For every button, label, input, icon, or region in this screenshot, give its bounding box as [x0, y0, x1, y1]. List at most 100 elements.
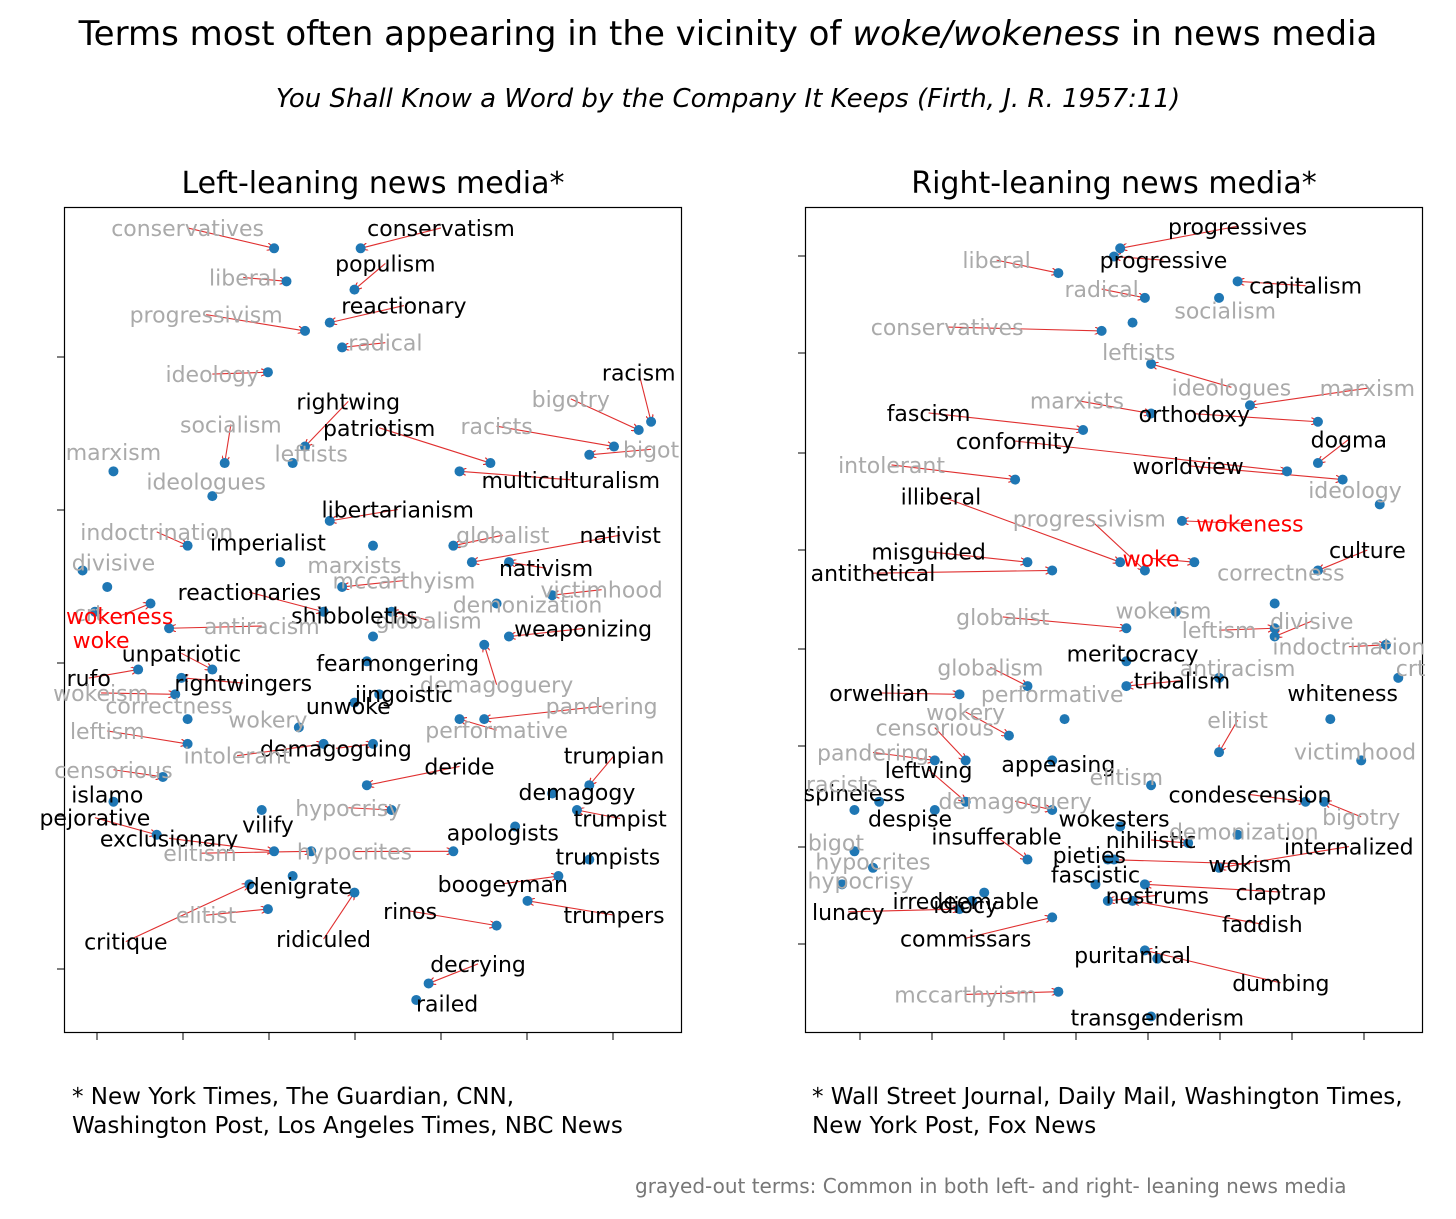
data-point-performative — [1059, 714, 1070, 725]
annotation-arrow-internalized — [1219, 846, 1349, 868]
data-point-antithetical — [1047, 565, 1058, 576]
data-point-hypocrisy — [386, 804, 397, 815]
term-label-wokeism: wokeism — [53, 682, 149, 707]
left-footnote-line: * New York Times, The Guardian, CNN, — [72, 1084, 515, 1110]
term-label-nostrums: nostrums — [1106, 884, 1209, 909]
annotation-arrow-pandering — [484, 705, 602, 719]
data-point-antiracism — [164, 623, 175, 634]
data-point-boogeyman — [553, 871, 564, 882]
data-point-decrying — [423, 978, 434, 989]
data-point-demagoguery — [479, 639, 490, 650]
annotation-arrow-radical — [1101, 288, 1145, 298]
data-point-leftism — [182, 738, 193, 749]
annotation-arrow-progressivism — [206, 314, 305, 331]
term-label-antiracism: antiracism — [204, 615, 320, 640]
data-point-mccarthyism — [1053, 986, 1064, 997]
annotation-arrow-demagoguing — [335, 744, 373, 749]
data-point-spineless — [874, 796, 885, 807]
term-label-antiracism: antiracism — [1180, 657, 1296, 682]
annotation-arrow-capitalism — [1238, 281, 1306, 287]
term-label-lunacy: lunacy — [812, 901, 885, 926]
term-label-puritanical: puritanical — [1074, 944, 1191, 969]
term-label-apologists: apologists — [447, 822, 559, 847]
data-point-correctness — [182, 714, 193, 725]
data-point-racists — [609, 441, 620, 452]
data-point-progressivism — [300, 325, 311, 336]
term-label-victimhood: victimhood — [541, 579, 663, 604]
annotation-arrow-progressives — [1120, 225, 1238, 248]
term-label-conservatives: conservatives — [111, 217, 264, 242]
annotation-arrow-decrying — [429, 963, 479, 984]
annotation-arrow-worldview — [1188, 465, 1342, 480]
data-point-marxists — [368, 540, 378, 551]
data-point-progressivism — [1139, 565, 1150, 576]
annotation-arrow-ridiculed — [323, 893, 355, 940]
term-label-radical: radical — [348, 332, 422, 357]
annotation-arrow-mccarthyism — [965, 992, 1059, 995]
right-footnote-line: New York Post, Fox News — [812, 1113, 1097, 1139]
data-point-racism — [646, 416, 657, 427]
term-label-demonization: demonization — [1169, 821, 1319, 846]
term-label-conformity: conformity — [956, 430, 1075, 455]
annotation-arrow-elitism — [199, 851, 311, 853]
annotation-arrow-weaponizing — [509, 627, 584, 637]
term-label-progressive: progressive — [1100, 249, 1228, 274]
data-point-vilify — [256, 804, 267, 815]
term-label-rufo: rufo — [67, 667, 111, 692]
annotation-arrow-orwellian — [879, 693, 959, 694]
term-label-whiteness: whiteness — [1287, 682, 1398, 707]
term-label-nativist: nativist — [580, 524, 662, 549]
data-point-correctness — [1269, 598, 1280, 609]
data-point-pandering — [479, 714, 490, 725]
annotation-arrow-culture — [1318, 549, 1368, 570]
term-label-hypocrisy: hypocrisy — [295, 797, 401, 822]
term-label-internalized: internalized — [1284, 836, 1414, 861]
term-label-leftists: leftists — [1102, 341, 1175, 366]
term-label-demagoguery: demagoguery — [938, 790, 1091, 815]
annotation-arrow-bigotry — [1324, 802, 1362, 818]
data-point-wokery — [1003, 730, 1014, 741]
data-point-faddish — [1127, 895, 1138, 906]
term-label-weaponizing: weaponizing — [514, 618, 652, 643]
term-label-progressives: progressives — [1168, 215, 1307, 240]
annotation-arrow-reactionaries — [249, 591, 323, 612]
term-label-bigotry: bigotry — [1322, 806, 1400, 831]
term-label-woke: woke — [1123, 547, 1180, 572]
data-point-divisive — [1269, 631, 1280, 642]
term-label-wokeness: wokeness — [66, 605, 173, 630]
annotation-arrow-antiracism — [169, 626, 262, 628]
data-point-railed — [411, 994, 422, 1005]
right-footnote-line: * Wall Street Journal, Daily Mail, Washi… — [812, 1084, 1403, 1110]
data-point-victimhood — [547, 590, 558, 601]
term-label-demagogy: demagogy — [519, 781, 636, 806]
term-label-misguided: misguided — [871, 541, 986, 566]
term-label-fearmongering: fearmongering — [316, 652, 479, 677]
annotation-arrow-globalism — [392, 612, 429, 621]
term-label-orwellian: orwellian — [829, 682, 929, 707]
term-label-reactionary: reactionary — [341, 295, 466, 320]
term-label-marxism: marxism — [66, 441, 161, 466]
annotation-arrow-globalist — [453, 534, 503, 545]
data-point-wokism — [1102, 854, 1113, 865]
term-label-elitism: elitism — [1090, 766, 1163, 791]
term-label-crt: crt — [74, 602, 104, 627]
data-point-bigot — [584, 449, 595, 460]
term-label-insufferable: insufferable — [931, 826, 1061, 851]
term-label-capitalism: capitalism — [1249, 275, 1362, 300]
term-label-wokeness: wokeness — [1196, 513, 1303, 538]
term-label-conservatives: conservatives — [871, 316, 1024, 341]
data-point-nativism — [503, 557, 514, 568]
data-point-fascism — [1078, 425, 1089, 436]
annotation-arrow-exclusionary — [168, 837, 274, 851]
data-point-globalism — [386, 606, 397, 617]
annotation-arrow-racism — [638, 372, 651, 421]
term-label-globalist: globalist — [956, 606, 1050, 631]
term-label-dogma: dogma — [1311, 428, 1387, 453]
annotation-arrow-commissars — [965, 917, 1053, 939]
data-point-leftists — [287, 458, 298, 469]
term-label-decrying: decrying — [430, 953, 526, 978]
data-point-condescension — [1300, 796, 1311, 807]
data-point-globalist — [448, 540, 459, 551]
data-point-conservatives — [269, 243, 280, 254]
annotation-arrow-radical — [342, 342, 386, 348]
